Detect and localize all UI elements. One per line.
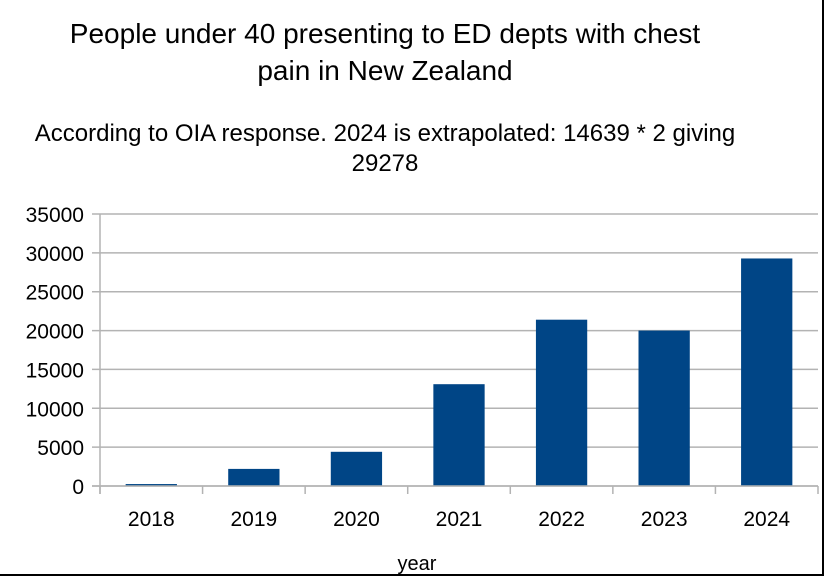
bar-2023 [639,331,690,486]
y-tick-label: 5000 [37,437,84,460]
y-tick-label: 10000 [26,398,84,421]
y-tick-label: 25000 [26,282,84,305]
x-tick-labels: 2018 2019 2020 2021 2022 2023 2024 [128,508,790,531]
bar-2021 [433,384,484,486]
y-tick-label: 30000 [26,243,84,266]
bar-chart: 0 5000 10000 15000 20000 25000 30000 35000 2018… [0,0,824,576]
x-tick-label: 2022 [538,508,585,531]
x-tick-label: 2018 [128,508,175,531]
bar-2019 [228,469,279,486]
y-tick-label: 15000 [26,359,84,382]
y-tick-label: 0 [72,476,84,499]
x-tick-label: 2023 [641,508,688,531]
x-axis-title: year [398,553,437,575]
bars [126,258,793,486]
y-tick-labels: 0 5000 10000 15000 20000 25000 30000 35000 [26,204,84,499]
x-tick-label: 2021 [436,508,483,531]
x-tick-label: 2020 [333,508,380,531]
x-tick-label: 2019 [230,508,277,531]
y-tick-label: 35000 [26,204,84,227]
bar-2020 [331,452,382,486]
x-tick-label: 2024 [743,508,790,531]
bar-2022 [536,320,587,486]
y-tick-label: 20000 [26,321,84,344]
bar-2024 [741,258,792,486]
